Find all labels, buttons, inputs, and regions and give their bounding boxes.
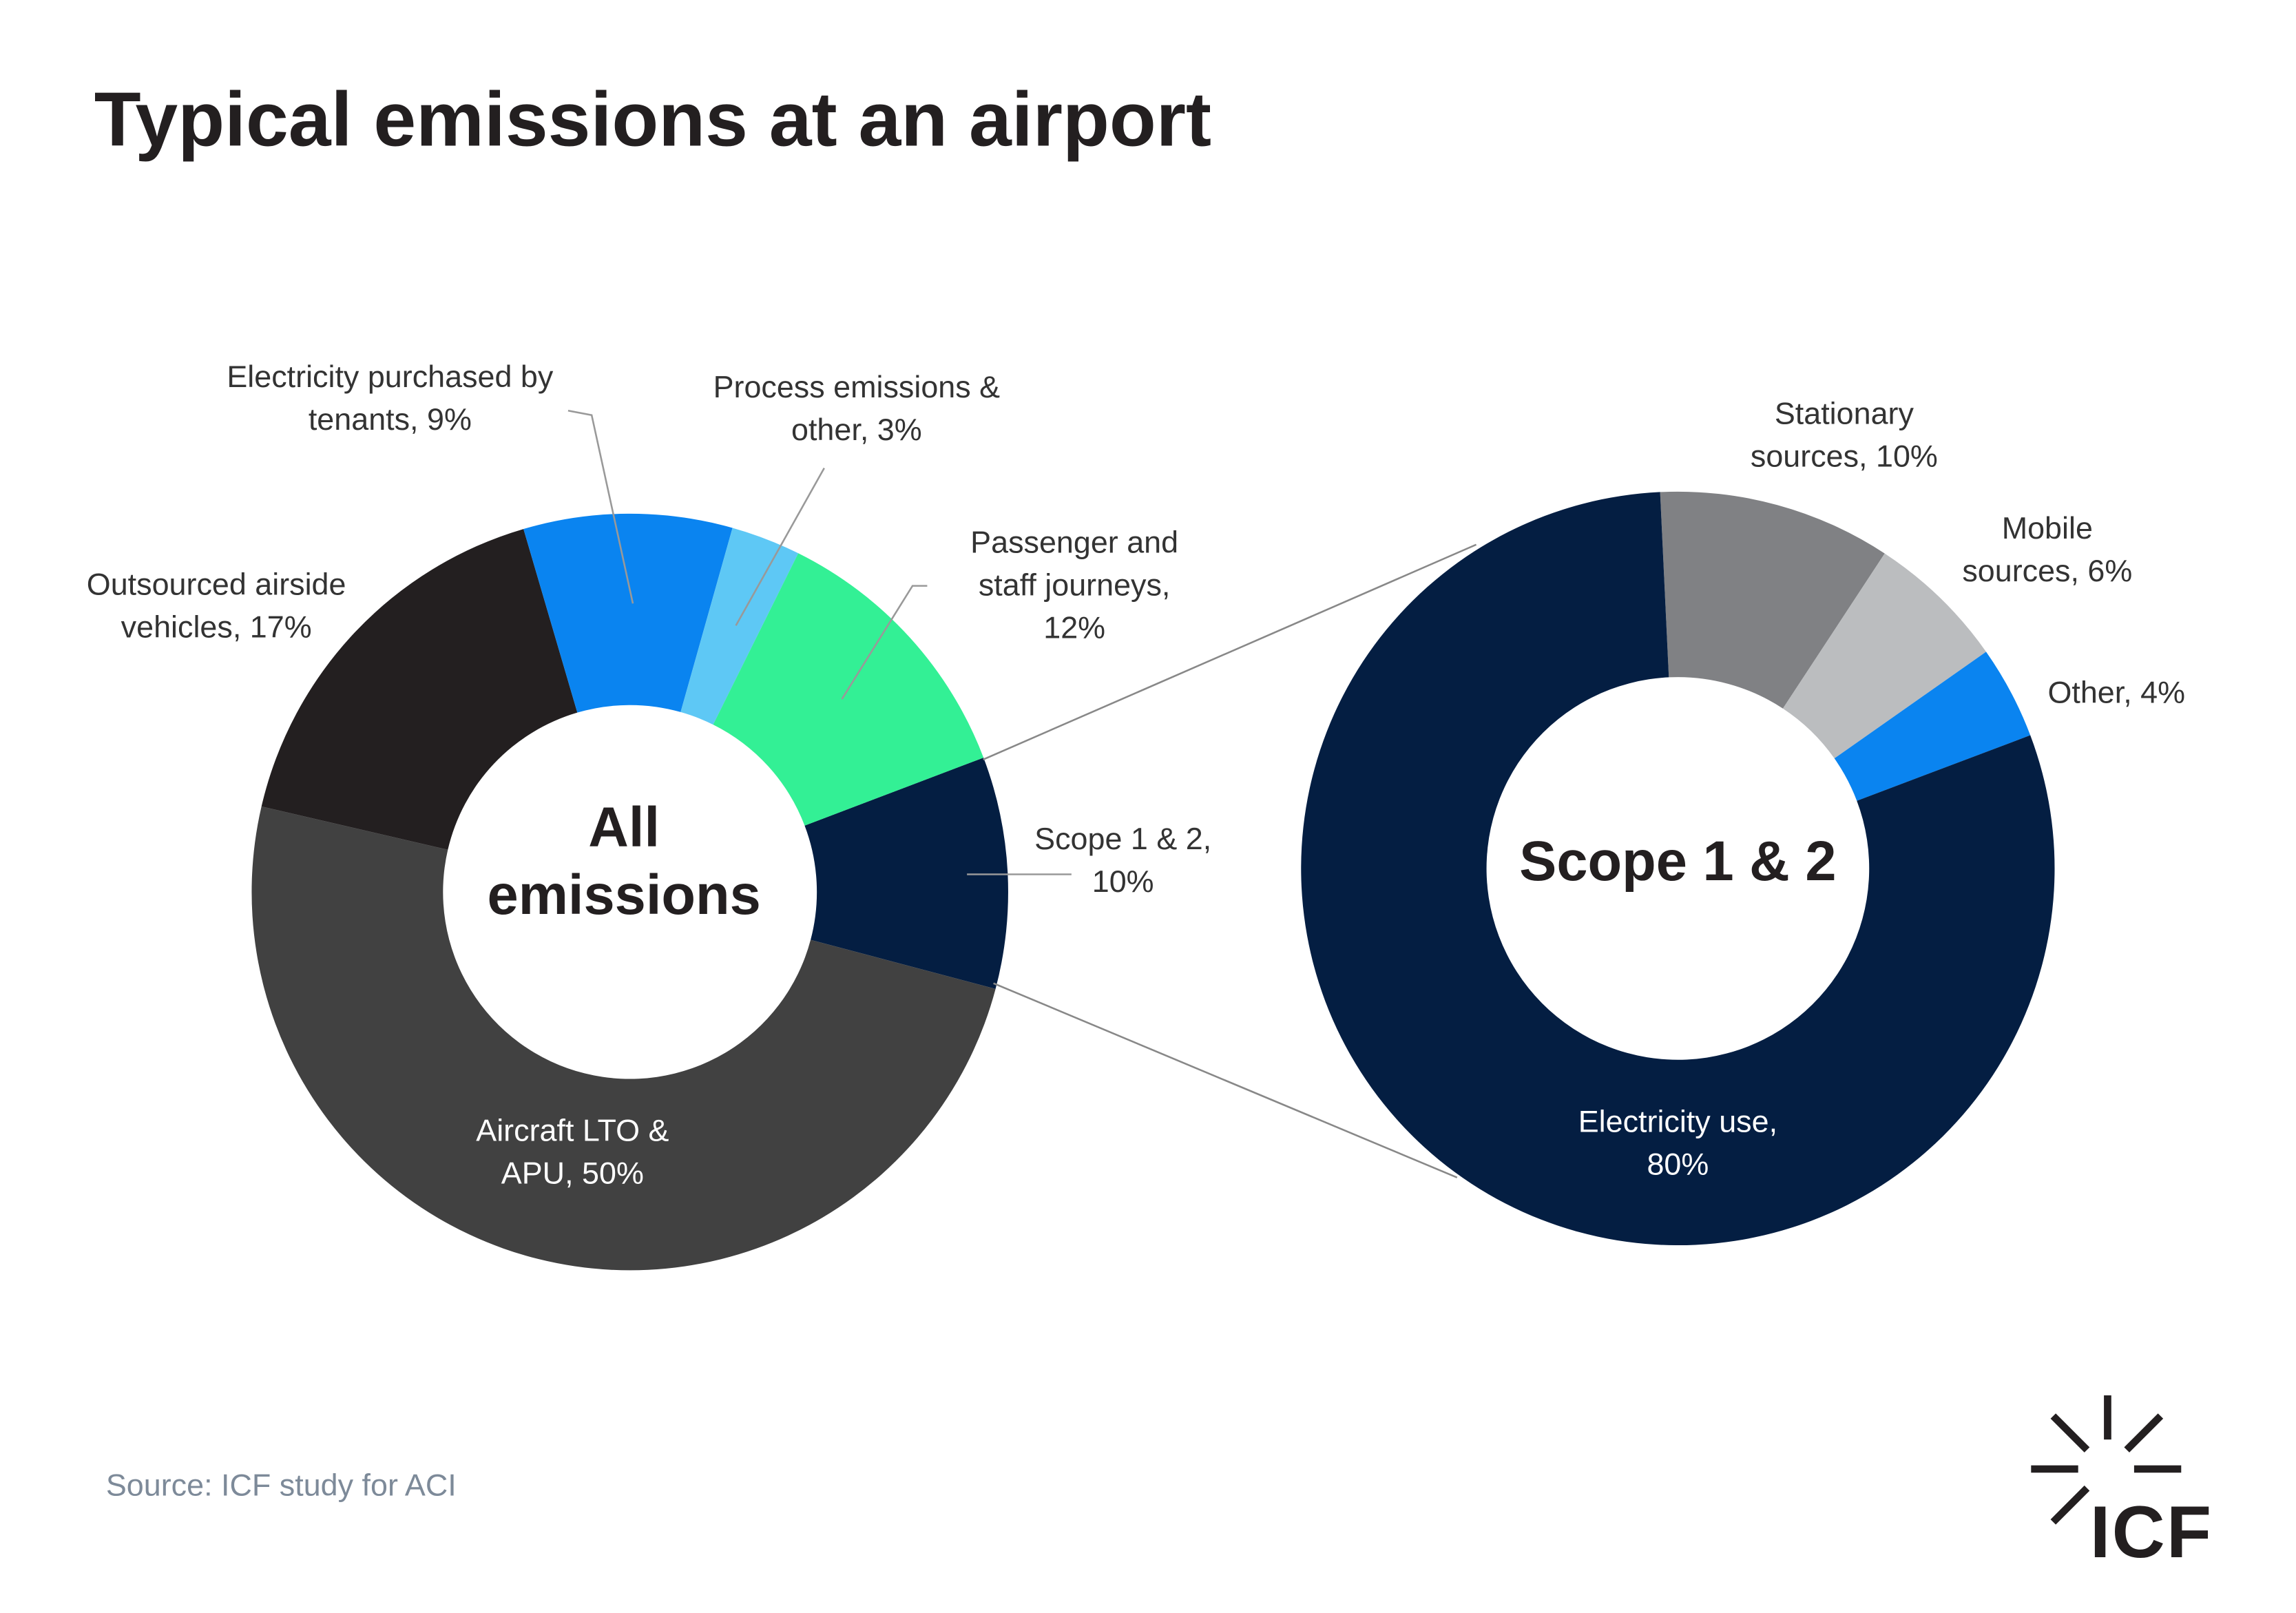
data-label: Passenger and staff journeys, 12%: [970, 526, 1179, 646]
donut-segment: [680, 528, 799, 725]
source: Source: ICF study for ACI: [105, 1468, 457, 1503]
data-label: Process emissions & other, 3%: [713, 371, 1001, 448]
donut-segment: [523, 513, 733, 713]
center-label: All emissions: [487, 798, 761, 928]
data-label: Other, 4%: [2047, 676, 2186, 711]
data-label: Outsourced airside vehicles, 17%: [86, 568, 346, 645]
leader-line: [841, 585, 928, 700]
leader-line: [735, 467, 825, 626]
donut-segment: [261, 529, 578, 850]
logo-text: ICF: [2089, 1490, 2213, 1574]
donut-segment: [1782, 553, 1987, 759]
donut-segment: [804, 758, 1008, 989]
data-label: Mobile sources, 6%: [1962, 512, 2133, 589]
title: Typical emissions at an airport: [94, 78, 1212, 164]
donut-segment: [1834, 652, 2031, 801]
logo-mark: [2031, 1395, 2182, 1525]
data-label: Stationary sources, 10%: [1750, 397, 1938, 475]
data-label: Scope 1 & 2, 10%: [1034, 822, 1212, 899]
donut-segment: [251, 806, 996, 1271]
leader-lines: [983, 543, 1477, 1178]
zoom-line: [993, 982, 1458, 1178]
donut-segment: [1301, 492, 2055, 1246]
data-label: Aircraft LTO & APU, 50%: [476, 1114, 669, 1191]
data-label: Electricity use, 80%: [1578, 1105, 1778, 1183]
zoom-line: [983, 543, 1477, 760]
center-label: Scope 1 & 2: [1519, 831, 1837, 894]
donut-segment: [1660, 491, 1885, 709]
leader-line: [567, 410, 634, 604]
data-label: Electricity purchased by tenants, 9%: [227, 360, 554, 437]
donut: [1301, 491, 2055, 1246]
